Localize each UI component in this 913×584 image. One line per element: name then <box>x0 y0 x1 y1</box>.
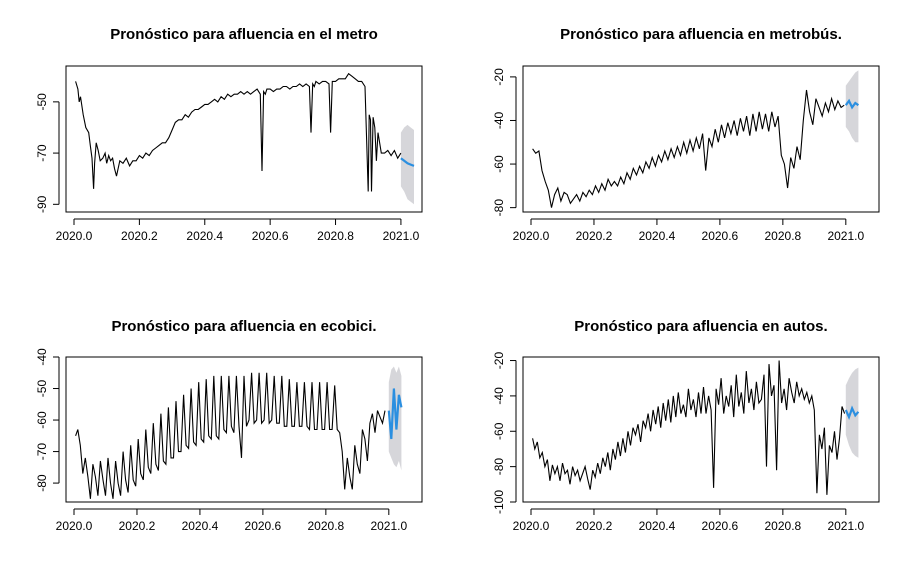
y-tick-label: -70 <box>35 443 49 461</box>
y-tick-label: -40 <box>492 387 506 405</box>
x-tick-label: 2020.4 <box>639 519 676 533</box>
x-tick-label: 2020.6 <box>252 229 289 243</box>
y-tick-label: -80 <box>35 474 49 492</box>
y-tick-label: -50 <box>35 380 49 398</box>
y-tick-label: -80 <box>492 458 506 476</box>
observed-series-line <box>532 89 845 208</box>
forecast-series-line <box>387 388 403 440</box>
x-tick-label: 2020.4 <box>182 519 219 533</box>
x-tick-label: 2020.8 <box>765 519 802 533</box>
x-tick-label: 2020.2 <box>119 519 156 533</box>
plot-area: 2020.0 2020.2 2020.4 2020.6 2020.8 2021.0 -50 -… <box>35 65 423 243</box>
plot-area: 2020.0 2020.2 2020.4 2020.6 2020.8 2021.0 -40 -… <box>35 348 423 533</box>
x-tick-label: 2020.8 <box>765 229 802 243</box>
x-tick-label: 2021.0 <box>827 229 864 243</box>
x-tick-label: 2020.0 <box>513 229 550 243</box>
plot-frame <box>522 65 880 213</box>
observed-series-line <box>75 72 402 192</box>
x-tick-label: 2021.0 <box>383 229 420 243</box>
y-tick-label: -70 <box>35 144 49 162</box>
y-tick-label: -40 <box>35 348 49 366</box>
forecast-interval-band <box>845 367 859 458</box>
y-tick-label: -60 <box>492 422 506 440</box>
y-tick-label: -60 <box>35 411 49 429</box>
forecast-series-line <box>844 98 860 110</box>
x-tick-label: 2020.6 <box>702 519 739 533</box>
observed-series-line <box>75 372 386 499</box>
y-tick-label: -90 <box>35 195 49 213</box>
plot-area: 2020.0 2020.2 2020.4 2020.6 2020.8 2021.0 -20 -… <box>492 65 880 243</box>
x-tick-label: 2021.0 <box>370 519 407 533</box>
x-tick-label: 2020.6 <box>702 229 739 243</box>
y-tick-label: -50 <box>35 93 49 111</box>
chart-title: Pronóstico para afluencia en ecobici. <box>111 318 376 335</box>
y-tick-label: -100 <box>492 490 506 514</box>
plot-area: 2020.0 2020.2 2020.4 2020.6 2020.8 2021.0 -20 -… <box>492 352 880 533</box>
x-tick-label: 2020.6 <box>245 519 282 533</box>
x-tick-label: 2020.2 <box>576 229 613 243</box>
forecast-series-line <box>400 157 415 167</box>
x-tick-label: 2020.2 <box>576 519 613 533</box>
plot-frame <box>65 356 423 503</box>
observed-series-line <box>532 360 846 495</box>
x-tick-label: 2020.0 <box>56 519 93 533</box>
x-tick-label: 2020.8 <box>308 519 345 533</box>
y-tick-label: -60 <box>492 155 506 173</box>
x-tick-label: 2020.2 <box>121 229 158 243</box>
forecast-interval-band <box>400 124 414 205</box>
chart-title: Pronóstico para afluencia en el metro <box>110 26 378 43</box>
y-tick-label: -40 <box>492 111 506 129</box>
plot-frame <box>522 356 880 503</box>
panel-ecobici: Pronóstico para afluencia en ecobici. 20… <box>35 318 423 533</box>
plot-frame <box>65 65 423 213</box>
x-tick-label: 2020.8 <box>317 229 354 243</box>
forecast-series-line <box>844 405 860 421</box>
x-tick-label: 2020.4 <box>639 229 676 243</box>
panel-autos: Pronóstico para afluencia en autos. 2020… <box>492 318 880 533</box>
y-tick-label: -20 <box>492 352 506 370</box>
x-tick-label: 2020.0 <box>56 229 93 243</box>
chart-title: Pronóstico para afluencia en autos. <box>574 318 827 335</box>
x-tick-label: 2020.0 <box>513 519 550 533</box>
chart-title: Pronóstico para afluencia en metrobús. <box>560 26 842 43</box>
y-tick-label: -80 <box>492 199 506 217</box>
panel-metro: Pronóstico para afluencia en el metro 20… <box>35 26 423 243</box>
y-tick-label: -20 <box>492 68 506 86</box>
x-tick-label: 2021.0 <box>827 519 864 533</box>
x-tick-label: 2020.4 <box>186 229 223 243</box>
panel-metrobus: Pronóstico para afluencia en metrobús. 2… <box>492 26 880 243</box>
